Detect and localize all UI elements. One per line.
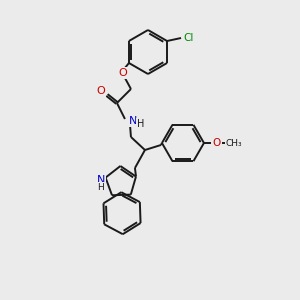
Text: H: H xyxy=(137,119,145,129)
Text: H: H xyxy=(97,183,104,192)
Text: O: O xyxy=(97,86,105,96)
Text: O: O xyxy=(118,68,127,78)
Text: O: O xyxy=(213,138,221,148)
Text: N: N xyxy=(129,116,137,126)
Text: Cl: Cl xyxy=(184,33,194,43)
Text: N: N xyxy=(96,175,105,184)
Text: CH₃: CH₃ xyxy=(226,139,242,148)
